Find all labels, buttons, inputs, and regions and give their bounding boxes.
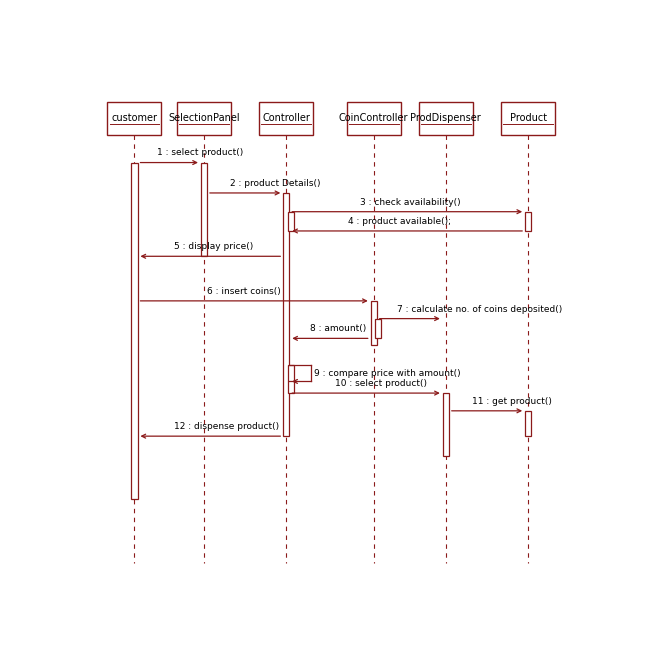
Text: 2 : product Details(): 2 : product Details() [230,179,320,188]
Bar [259,102,313,135]
Text: customer: customer [112,113,157,123]
Text: 4 : product available();: 4 : product available(); [349,217,452,226]
Bar [177,102,231,135]
Text: 5 : display price(): 5 : display price() [174,242,253,251]
Bar [288,365,293,393]
Bar [347,102,401,135]
Text: 8 : amount(): 8 : amount() [309,324,366,334]
Bar [419,102,473,135]
Text: CoinController: CoinController [339,113,408,123]
Text: 12 : dispense product(): 12 : dispense product() [174,422,279,431]
Text: 3 : check availability(): 3 : check availability() [360,197,461,207]
Text: 6 : insert coins(): 6 : insert coins() [207,287,282,296]
Bar [375,318,381,338]
Text: Controller: Controller [262,113,310,123]
Text: SelectionPanel: SelectionPanel [168,113,240,123]
Text: Product: Product [509,113,546,123]
Bar [371,301,377,345]
Text: ProdDispenser: ProdDispenser [410,113,481,123]
Bar [525,411,531,436]
Text: 9 : compare price with amount(): 9 : compare price with amount() [314,369,461,378]
Text: 1 : select product(): 1 : select product() [157,149,243,157]
Bar [201,163,207,256]
Bar [525,212,531,231]
Text: 10 : select product(): 10 : select product() [335,379,428,388]
Bar [108,102,161,135]
Text: 7 : calculate no. of coins deposited(): 7 : calculate no. of coins deposited() [396,305,562,314]
Text: 11 : get product(): 11 : get product() [471,397,552,406]
Bar [283,193,290,436]
Bar [288,212,293,231]
Bar [443,393,449,457]
Bar [131,163,137,499]
Bar [501,102,555,135]
